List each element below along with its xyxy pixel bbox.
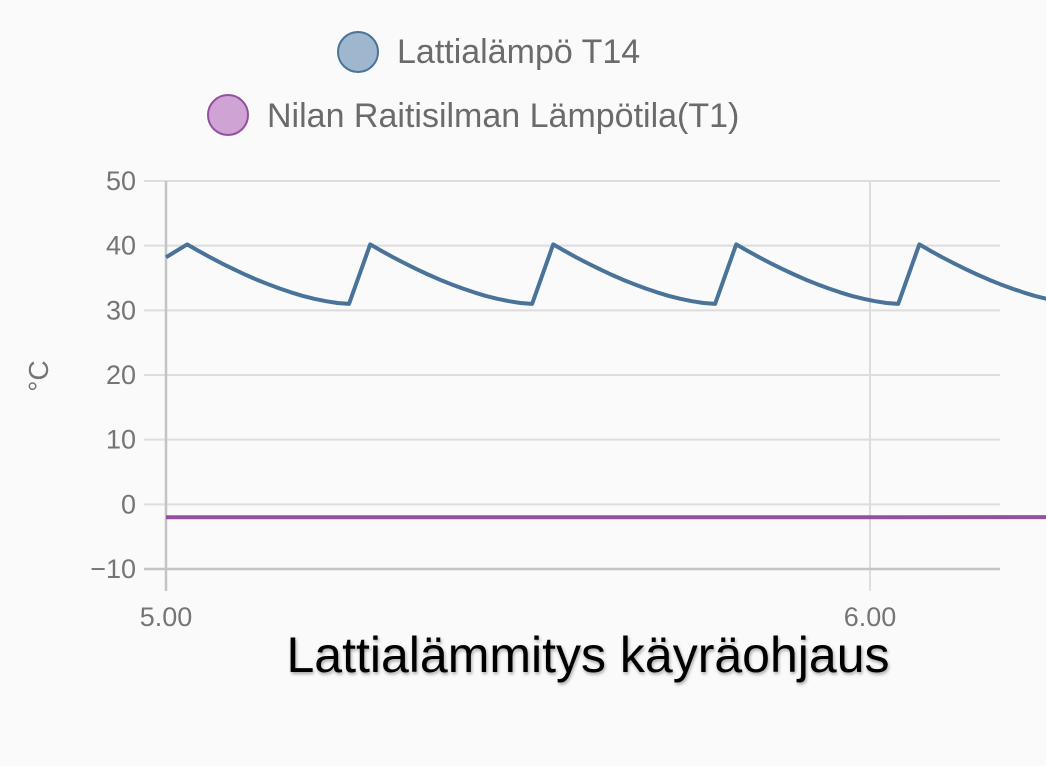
chart-title: Lattialämmitys käyräohjaus xyxy=(286,627,890,683)
y-tick-label: 0 xyxy=(121,489,136,519)
y-tick-label: 30 xyxy=(106,295,136,325)
y-tick-label: 50 xyxy=(106,166,136,196)
legend[interactable]: Lattialämpö T14 Nilan Raitisilman Lämpöt… xyxy=(207,31,739,136)
legend-item-lattialampo[interactable]: Lattialämpö T14 xyxy=(337,31,640,73)
y-tick-label: 10 xyxy=(106,425,136,455)
y-tick-label: 20 xyxy=(106,360,136,390)
series-group xyxy=(164,242,1046,520)
x-tick-label: 6.00 xyxy=(844,602,897,632)
legend-label-nilan: Nilan Raitisilman Lämpötila(T1) xyxy=(267,97,739,135)
series-line-lattialampo xyxy=(164,242,1046,306)
y-tick-label: −10 xyxy=(90,554,136,584)
grid xyxy=(144,180,1000,591)
y-tick-label: 40 xyxy=(106,231,136,261)
legend-label-lattialampo: Lattialämpö T14 xyxy=(397,33,640,71)
legend-item-nilan[interactable]: Nilan Raitisilman Lämpötila(T1) xyxy=(207,94,739,136)
legend-swatch-nilan xyxy=(207,94,249,136)
legend-swatch-lattialampo xyxy=(337,31,379,73)
x-tick-label: 5.00 xyxy=(140,602,193,632)
y-axis-label: °C xyxy=(23,360,54,391)
